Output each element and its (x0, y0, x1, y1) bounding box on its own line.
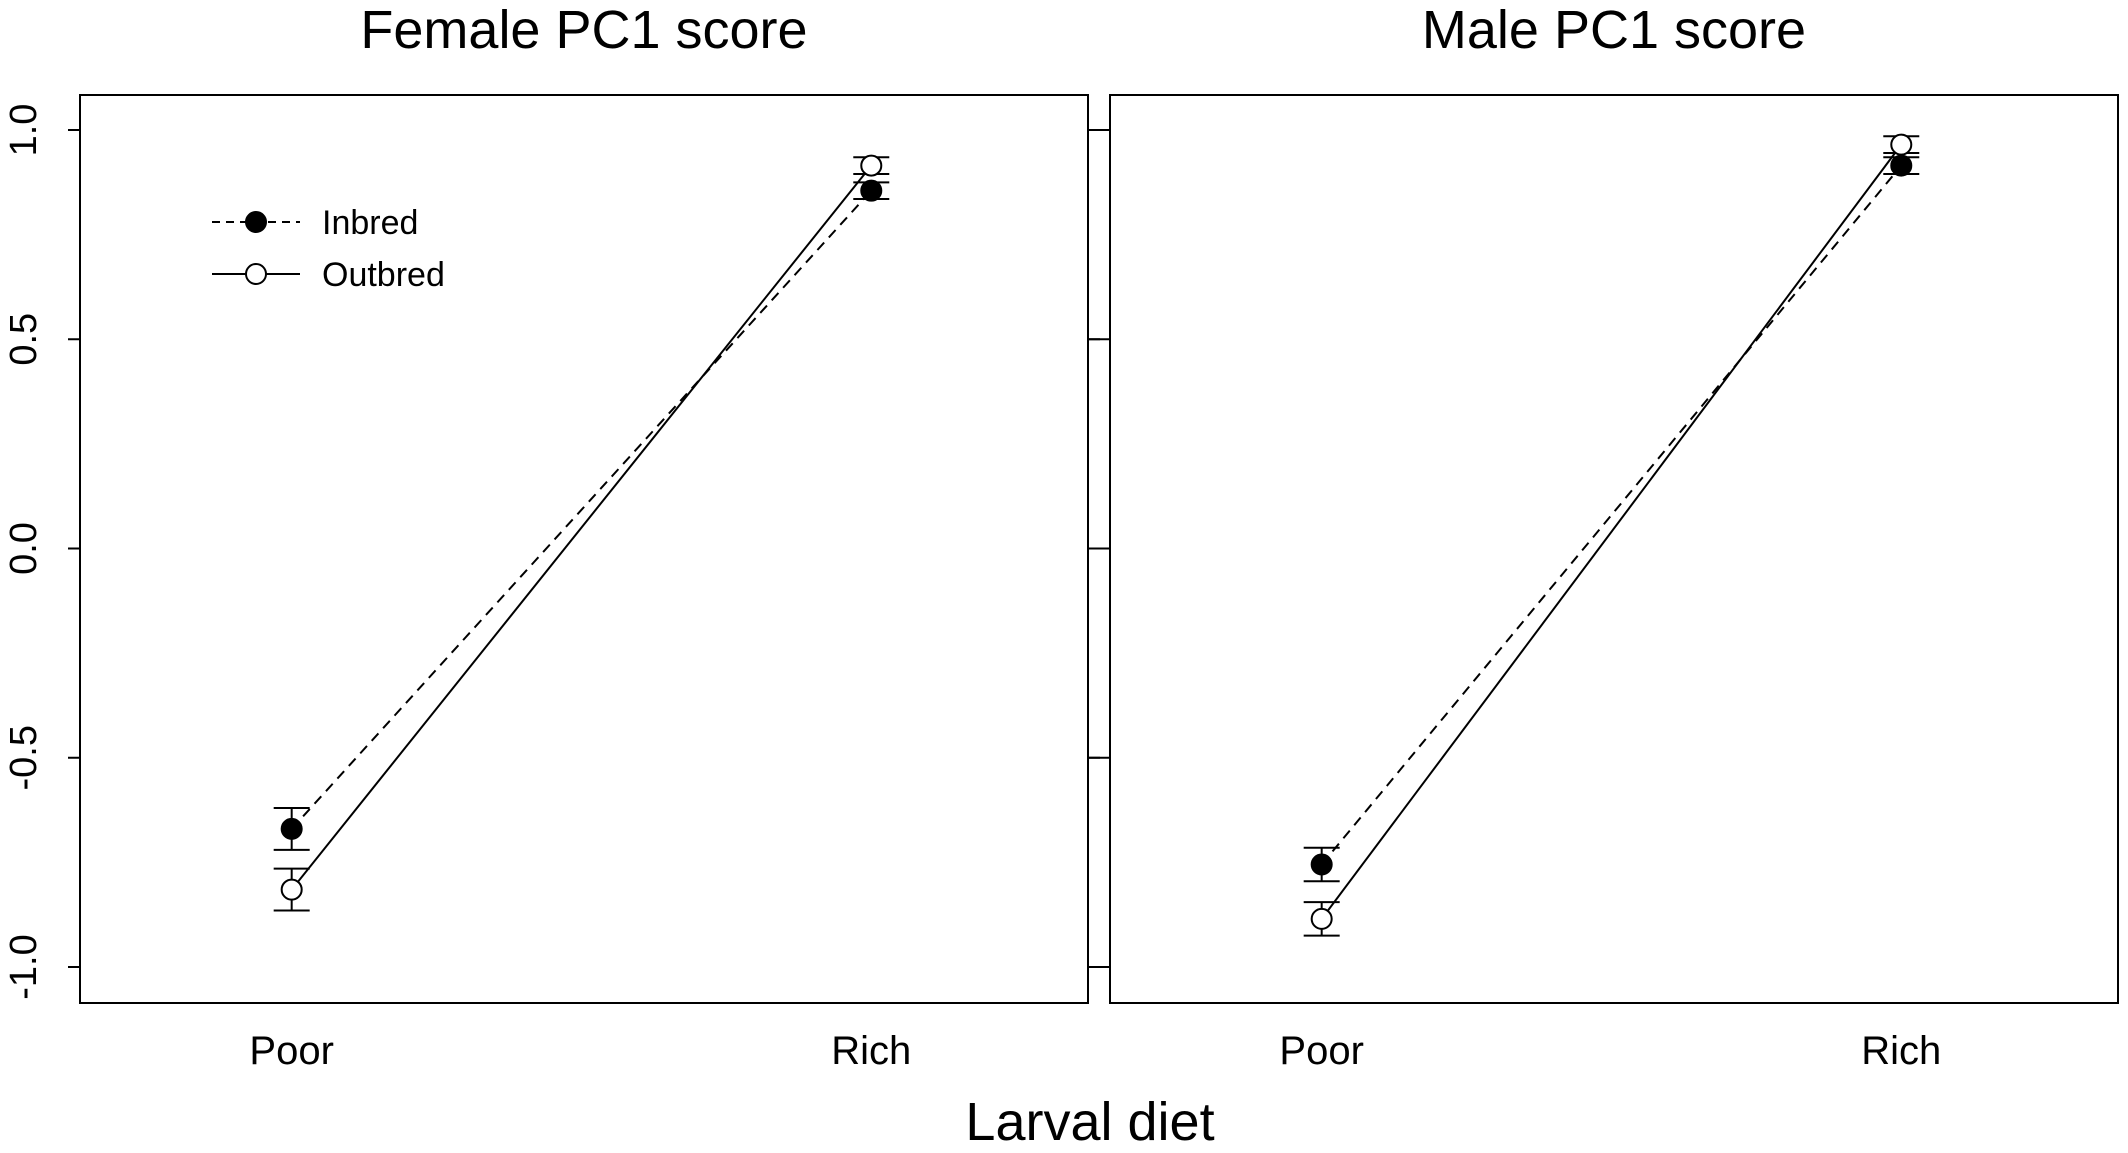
panel-title: Male PC1 score (1422, 0, 1806, 60)
data-point-inbred-rich (860, 179, 883, 202)
plot-frame (79, 94, 1089, 1004)
legend-label-inbred: Inbred (322, 204, 418, 242)
legend: Inbred Outbred (212, 204, 445, 294)
y-tick-label: -1.0 (3, 934, 45, 999)
data-point-inbred-poor (280, 817, 303, 840)
series-line-outbred (1320, 144, 1903, 920)
y-tick-label: 1.0 (3, 104, 45, 157)
x-tick-label-poor: Poor (1279, 1029, 1364, 1073)
legend-label-outbred: Outbred (322, 256, 445, 294)
data-point-outbred-poor (280, 878, 303, 901)
panel-female: Female PC1 score -1.0 -0.5 0.0 0.5 1.0 Poor Ric… (3, 0, 1098, 1073)
data-point-inbred-poor (1310, 853, 1333, 876)
y-tick-label: 0.0 (3, 522, 45, 575)
panel-title: Female PC1 score (360, 0, 807, 60)
data-point-outbred-rich (860, 154, 883, 177)
y-tick-label: 0.5 (3, 313, 45, 366)
x-tick-label-poor: Poor (249, 1029, 334, 1073)
x-axis-title: Larval diet (965, 1092, 1214, 1152)
x-tick-label-rich: Rich (831, 1029, 911, 1073)
series-line-inbred (1320, 164, 1903, 866)
legend-marker-outbred (245, 263, 267, 285)
plot-frame (1109, 94, 2119, 1004)
panel-male: Male PC1 score Poor Rich (1088, 0, 2119, 1073)
data-point-inbred-rich (1890, 154, 1913, 177)
data-point-outbred-poor (1310, 907, 1333, 930)
series-line-outbred (290, 164, 873, 891)
data-point-outbred-rich (1890, 133, 1913, 156)
legend-marker-inbred (245, 211, 267, 233)
x-tick-label-rich: Rich (1861, 1029, 1941, 1073)
y-tick-label: -0.5 (3, 725, 45, 790)
series-line-inbred (290, 190, 873, 830)
